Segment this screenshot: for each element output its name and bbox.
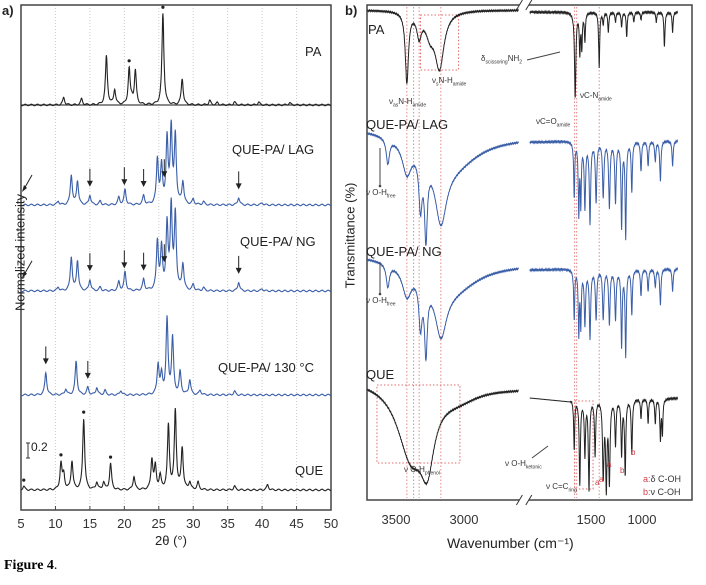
xrd-trace: [20, 119, 332, 207]
x-tick-label: 40: [254, 516, 270, 531]
arrow-head: [42, 358, 49, 365]
axis-break-gap: [519, 2, 529, 8]
series-label-130: QUE-PA/ 130 °C: [218, 360, 314, 375]
asterisk-marker: [22, 478, 26, 482]
panel-b-label: b): [345, 3, 358, 18]
series-label-lag-ir: QUE-PA/ LAG: [366, 117, 449, 132]
x-tick-label: 20: [117, 516, 132, 531]
xrd-trace: [20, 13, 332, 107]
series-label-lag: QUE-PA/ LAG: [232, 142, 315, 157]
x-tick-label: 50: [323, 516, 339, 531]
annot-vs-nh: νsN-Hamide: [432, 76, 467, 88]
highlight-box: [376, 384, 461, 464]
highlight-box: [419, 14, 460, 71]
asterisk-marker: [59, 453, 63, 457]
ir-trace: [529, 266, 678, 359]
arrow-head: [22, 184, 27, 192]
arrow-head: [121, 179, 128, 186]
panel-a-label: a): [2, 3, 14, 18]
arrow-head: [140, 264, 147, 271]
arrow-head: [84, 372, 91, 379]
scale-bar-label: 0.2: [31, 440, 48, 454]
x-tick-label: 25: [151, 516, 166, 531]
xrd-trace: [20, 197, 332, 293]
ir-trace: [529, 138, 678, 241]
arrow-head: [140, 181, 147, 188]
series-label-pa-ir: PA: [368, 22, 385, 37]
asterisk-marker: [161, 5, 165, 9]
axis-break-mark: [525, 494, 533, 506]
arrow-head: [235, 183, 242, 190]
legend-a: a:δ C-OH: [643, 474, 682, 484]
marker-b: b: [631, 448, 636, 457]
marker-a: a: [599, 475, 604, 484]
xrd-trace: [20, 315, 332, 397]
ir-trace: [529, 396, 678, 496]
plot-frame-a: [20, 4, 332, 511]
axis-break-mark: [515, 494, 523, 506]
x-tick-label: 45: [289, 516, 304, 531]
annot-vco: νC=Oamide: [536, 117, 571, 129]
series-label-ng: QUE-PA/ NG: [240, 234, 316, 249]
annotation-arrow-head: [378, 184, 382, 188]
x-tick-label: 3000: [449, 512, 479, 527]
annotation-arrow-head: [378, 292, 382, 296]
annot-voh-ketonic: ν O-Hketonic: [505, 459, 542, 471]
x-axis-label-a: 2θ (°): [155, 533, 187, 548]
asterisk-marker: [108, 455, 113, 459]
xrd-trace: [20, 408, 332, 492]
asterisk-marker: [82, 410, 86, 414]
series-label-que-ir: QUE: [366, 367, 395, 382]
ir-trace: [529, 9, 678, 98]
annot-vcn: νC-Namide: [580, 91, 612, 103]
legend-b: b:ν C-OH: [643, 487, 681, 497]
annotation-arrow: [531, 445, 549, 459]
ir-trace: [367, 132, 519, 246]
x-tick-label: 35: [220, 516, 235, 531]
figure-caption: Figure 4.: [4, 558, 58, 573]
plot-frame-b: [366, 4, 693, 501]
annot-vcc-ring: ν C=Cring: [546, 482, 577, 494]
marker-a: a: [607, 460, 612, 469]
annotation-arrow: [526, 51, 561, 61]
ir-trace: [367, 388, 519, 486]
annot-voh-free-1: ν O-Hfree: [366, 188, 396, 200]
series-label-que: QUE: [295, 463, 324, 478]
x-tick-label: 1500: [576, 512, 606, 527]
series-label-pa: PA: [305, 44, 322, 59]
arrow-head: [22, 270, 27, 278]
x-tick-label: 1000: [627, 512, 657, 527]
arrow-head: [86, 265, 93, 272]
x-tick-label: 5: [17, 516, 25, 531]
annot-voh-phenol: ν O-Hphenol: [404, 465, 440, 477]
annot-voh-free-2: ν O-Hfree: [366, 296, 396, 308]
x-axis-label-b: Wavenumber (cm⁻¹): [447, 535, 574, 551]
annot-delta-nh2: δscissoringNH2: [481, 54, 523, 66]
asterisk-marker: [127, 59, 131, 63]
series-label-ng-ir: QUE-PA/ NG: [366, 244, 442, 259]
marker-b: b: [620, 466, 625, 475]
axis-break-mark: [525, 0, 533, 11]
y-axis-label-a: Normalized intensity: [12, 193, 28, 312]
arrow-head: [86, 180, 93, 187]
x-tick-label: 30: [185, 516, 201, 531]
x-tick-label: 10: [48, 516, 63, 531]
arrow-head: [121, 262, 128, 269]
arrow-head: [161, 256, 168, 263]
arrow-head: [235, 267, 242, 274]
y-axis-label-b: Transmittance (%): [342, 182, 358, 289]
ir-trace: [367, 258, 519, 363]
x-tick-label: 15: [82, 516, 98, 531]
axis-break-mark: [515, 0, 523, 11]
axis-break-gap: [519, 497, 529, 503]
x-tick-label: 3500: [381, 512, 411, 527]
arrow-head: [161, 171, 168, 178]
ir-trace: [367, 8, 519, 85]
marker-a: a: [595, 478, 600, 487]
annot-vas-nh: νasN-Hamide: [389, 97, 427, 109]
